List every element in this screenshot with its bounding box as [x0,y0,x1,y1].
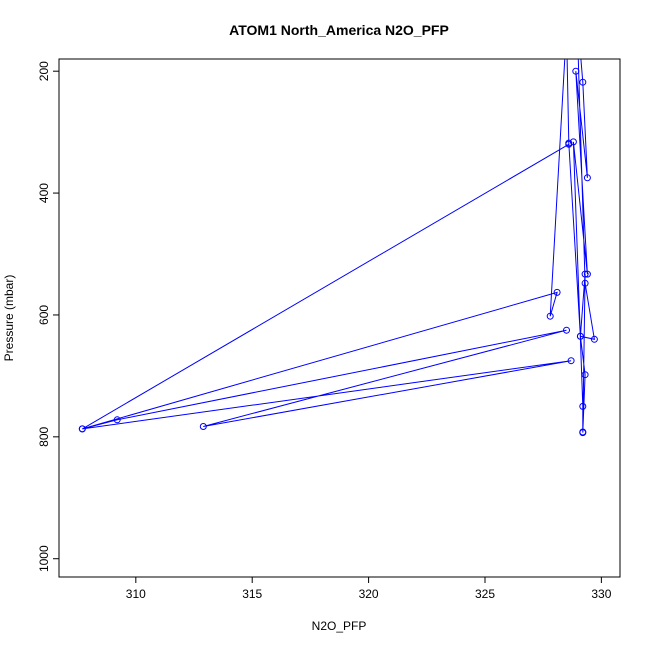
data-point [113,416,121,424]
data-point [565,139,573,147]
data-point [579,429,587,437]
data-point [553,288,561,296]
plot-frame [58,58,621,578]
data-point [546,312,554,320]
y-tick-label: 600 [37,305,51,325]
data-point [569,138,577,146]
data-point [575,50,581,56]
chart-title: ATOM1 North_America N2O_PFP [229,22,449,38]
data-point [572,67,580,75]
data-point [579,402,587,410]
data-point [564,26,570,32]
data-point [581,279,589,287]
x-axis: 310 315 320 325 330 [126,577,612,601]
series-layer [78,26,598,437]
data-point [199,423,207,430]
x-tick-label: 330 [591,587,611,601]
data-point [576,332,584,340]
x-axis-title: N2O_PFP [312,619,367,633]
data-point [581,371,589,379]
y-axis-title: Pressure (mbar) [2,275,16,362]
data-point [579,78,587,86]
data-point [567,357,575,365]
x-tick-label: 315 [242,587,262,601]
series-line [82,59,596,433]
data-point [563,326,570,334]
y-axis: 200 400 600 800 1000 [37,61,59,572]
y-tick-label: 1000 [37,545,51,572]
data-point [581,270,589,278]
data-point [583,174,591,182]
y-tick-label: 400 [37,183,51,203]
x-tick-label: 310 [126,587,146,601]
data-point [583,270,591,278]
y-tick-label: 200 [37,61,51,81]
y-tick-label: 800 [37,427,51,447]
x-tick-label: 320 [359,587,379,601]
data-point [78,425,86,433]
data-point [577,50,583,56]
x-tick-label: 325 [475,587,495,601]
data-point [590,335,598,343]
